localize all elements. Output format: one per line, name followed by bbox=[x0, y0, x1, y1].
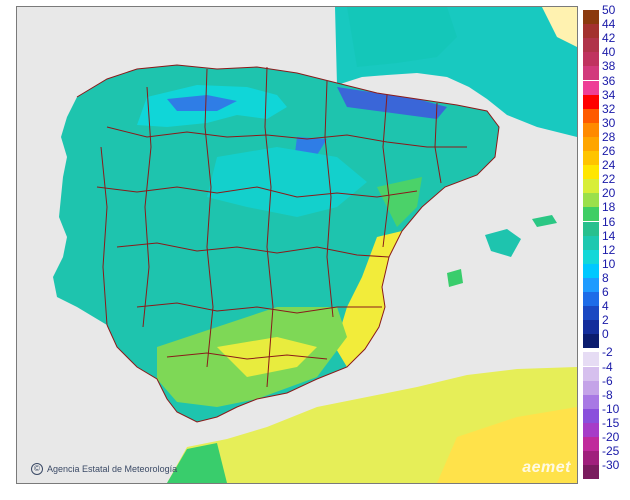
pyrenees-cold bbox=[337, 87, 447, 119]
legend-swatch bbox=[583, 108, 599, 123]
iberia-map-svg bbox=[17, 7, 577, 483]
legend-swatch bbox=[583, 193, 599, 208]
legend-swatch bbox=[583, 380, 599, 395]
legend-tick-label: -25 bbox=[602, 444, 620, 459]
legend-swatch bbox=[583, 207, 599, 222]
legend-swatch bbox=[583, 422, 599, 437]
legend-swatch bbox=[583, 277, 599, 292]
legend-tick-label: 40 bbox=[602, 45, 616, 60]
legend-swatch bbox=[583, 24, 599, 39]
legend-tick-label: 8 bbox=[602, 270, 609, 285]
legend-swatch bbox=[583, 451, 599, 466]
legend-swatch bbox=[583, 122, 599, 137]
legend-tick-label: -6 bbox=[602, 373, 613, 388]
legend-tick-label: 34 bbox=[602, 87, 616, 102]
legend-swatch bbox=[583, 366, 599, 381]
legend-swatch bbox=[583, 10, 599, 24]
mallorca bbox=[485, 229, 521, 257]
legend-tick-label: 26 bbox=[602, 144, 616, 158]
legend-tick-label: 16 bbox=[602, 214, 616, 229]
legend-swatch bbox=[583, 151, 599, 165]
province-borders bbox=[76, 64, 500, 423]
legend-swatch bbox=[583, 38, 599, 53]
legend-swatch bbox=[583, 136, 599, 151]
temperature-map: © Agencia Estatal de Meteorología aemet bbox=[16, 6, 578, 484]
legend-tick-label: 10 bbox=[602, 256, 616, 271]
legend-swatch bbox=[583, 352, 599, 367]
legend-tick-label: 32 bbox=[602, 101, 616, 116]
france-warm-patch bbox=[542, 7, 577, 47]
legend-tick-label: 14 bbox=[602, 228, 616, 243]
legend-tick-label: -4 bbox=[602, 359, 613, 374]
legend-swatch bbox=[583, 263, 599, 278]
legend-tick-label: 36 bbox=[602, 73, 616, 88]
credit-line: © Agencia Estatal de Meteorología bbox=[31, 463, 177, 475]
legend-tick-label: 24 bbox=[602, 158, 616, 173]
legend-swatch bbox=[583, 52, 599, 67]
legend-swatch bbox=[583, 306, 599, 321]
legend-tick-label: -20 bbox=[602, 430, 620, 444]
temperature-legend: 50 44 42 40 38 36 34 32 30 28 26 24 22 20 18 16 14 12 10 8 6… bbox=[583, 4, 623, 484]
legend-tick-label: 38 bbox=[602, 59, 616, 74]
legend-swatch bbox=[583, 394, 599, 409]
east-coast-warm bbox=[335, 231, 402, 367]
legend-tick-label: 2 bbox=[602, 313, 609, 328]
legend-tick-label: -30 bbox=[602, 458, 620, 473]
legend-swatch bbox=[583, 320, 599, 335]
legend-swatch bbox=[583, 334, 599, 349]
legend-tick-label: -10 bbox=[602, 401, 620, 416]
legend-swatch bbox=[583, 235, 599, 250]
legend-tick-label: 4 bbox=[602, 299, 609, 314]
legend-tick-label: 30 bbox=[602, 115, 616, 130]
legend-swatch bbox=[583, 66, 599, 81]
legend-tick-label: 28 bbox=[602, 129, 616, 144]
legend-swatch bbox=[583, 165, 599, 180]
aemet-logo: aemet bbox=[522, 459, 571, 476]
legend-swatch bbox=[583, 249, 599, 264]
legend-swatch bbox=[583, 221, 599, 236]
ibiza bbox=[447, 269, 463, 287]
legend-tick-label: 18 bbox=[602, 200, 616, 215]
legend-swatch bbox=[583, 179, 599, 194]
legend-tick-label: 22 bbox=[602, 172, 616, 187]
legend-swatch bbox=[583, 408, 599, 423]
copyright-icon: © bbox=[31, 463, 43, 475]
legend-tick-label: 20 bbox=[602, 186, 616, 201]
legend-tick-label: 50 bbox=[602, 3, 616, 17]
credit-text: Agencia Estatal de Meteorología bbox=[47, 464, 178, 474]
legend-tick-label: 44 bbox=[602, 17, 616, 32]
legend-swatch bbox=[583, 465, 599, 480]
legend-swatch bbox=[583, 80, 599, 95]
legend-tick-label: 6 bbox=[602, 285, 609, 299]
legend-tick-label: -8 bbox=[602, 387, 613, 402]
legend-tick-label: 42 bbox=[602, 31, 616, 46]
legend-swatch bbox=[583, 437, 599, 451]
legend-tick-label: -15 bbox=[602, 415, 620, 430]
legend-tick-label: 0 bbox=[602, 327, 609, 342]
iberia-land bbox=[53, 65, 499, 422]
legend-tick-label: 12 bbox=[602, 242, 616, 257]
legend-tick-label: -2 bbox=[602, 345, 613, 360]
legend-swatch bbox=[583, 94, 599, 109]
legend-swatch bbox=[583, 292, 599, 306]
menorca bbox=[532, 215, 557, 227]
